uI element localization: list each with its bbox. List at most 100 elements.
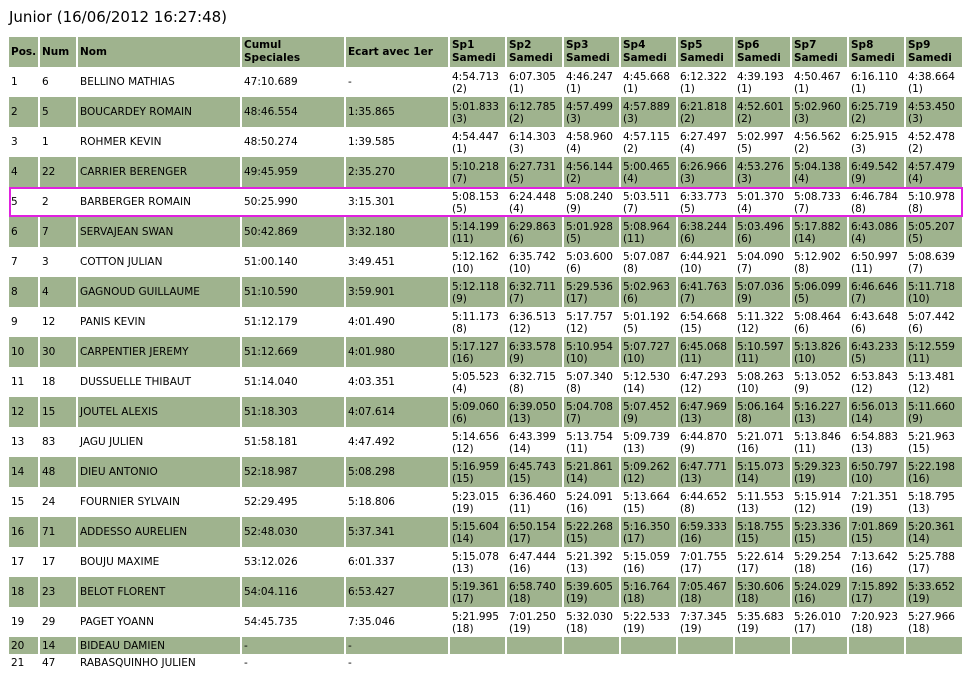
cell-sp9: 5:05.207 (5) <box>905 217 964 247</box>
stage-rank: (6) <box>737 232 752 245</box>
table-row: 12 15 JOUTEL ALEXIS 51:18.303 4:07.614 5:09.0… <box>9 397 964 427</box>
cell-sp9: 5:08.639 (7) <box>905 247 964 277</box>
stage-rank: (12) <box>566 322 588 335</box>
cell-sp9: 4:53.450 (3) <box>905 97 964 127</box>
stage-time: 4:56.562 <box>794 130 841 143</box>
stage-rank: (12) <box>452 442 474 455</box>
stage-time: 5:22.533 <box>623 610 670 623</box>
cell-sp9: 4:57.479 (4) <box>905 157 964 187</box>
stage-rank: (8) <box>509 382 524 395</box>
cell-nom: SERVAJEAN SWAN <box>77 217 242 247</box>
cell-ecart: 6:53.427 <box>345 577 450 607</box>
stage-time: 4:53.276 <box>737 160 784 173</box>
cell-cumul: 50:25.990 <box>241 187 346 217</box>
cell-sp9 <box>905 654 964 671</box>
cell-cumul: 47:10.689 <box>241 67 346 97</box>
stage-rank: (1) <box>680 82 695 95</box>
stage-time: 6:47.969 <box>680 400 727 413</box>
cell-pos: 21 <box>9 654 40 671</box>
cell-sp5 <box>677 637 735 654</box>
cell-sp4: 4:45.668 (1) <box>620 67 678 97</box>
cell-sp1: 5:09.060 (6) <box>449 397 507 427</box>
stage-rank: (1) <box>851 82 866 95</box>
cell-sp7: 5:16.227 (13) <box>791 397 849 427</box>
stage-rank: (5) <box>794 292 809 305</box>
stage-time: 5:18.795 <box>908 490 955 503</box>
header-sp4-day: Samedi <box>623 52 667 64</box>
stage-rank: (13) <box>851 442 873 455</box>
stage-rank: (4) <box>566 142 581 155</box>
stage-rank: (6) <box>566 262 581 275</box>
cell-ecart: 1:35.865 <box>345 97 450 127</box>
cell-sp2: 6:27.731 (5) <box>506 157 564 187</box>
stage-rank: (3) <box>566 112 581 125</box>
table-body: 1 6 BELLINO MATHIAS 47:10.689-4:54.713 (2) 6:… <box>9 67 964 671</box>
stage-rank: (3) <box>680 172 695 185</box>
stage-time: 5:12.162 <box>452 250 499 263</box>
cell-sp3 <box>563 637 621 654</box>
cell-num: 22 <box>39 157 78 187</box>
stage-time: 4:54.447 <box>452 130 499 143</box>
header-pos: Pos. <box>9 37 40 67</box>
stage-time: 5:07.036 <box>737 280 784 293</box>
cell-sp2: 6:29.863 (6) <box>506 217 564 247</box>
cell-sp1 <box>449 637 507 654</box>
cell-num: 2 <box>39 187 78 217</box>
cell-sp3: 4:56.144 (2) <box>563 157 621 187</box>
stage-rank: (3) <box>623 112 638 125</box>
stage-rank: (6) <box>452 412 467 425</box>
stage-rank: (13) <box>452 562 474 575</box>
cell-sp3: 5:17.757 (12) <box>563 307 621 337</box>
stage-time: 5:21.995 <box>452 610 499 623</box>
cell-cumul: - <box>241 637 346 654</box>
stage-time: 5:24.091 <box>566 490 613 503</box>
cell-sp6: 5:02.997 (5) <box>734 127 792 157</box>
header-sp5-day: Samedi <box>680 52 724 64</box>
stage-time: 6:47.771 <box>680 460 727 473</box>
cell-sp2: 6:36.460 (11) <box>506 487 564 517</box>
cell-pos: 10 <box>9 337 40 367</box>
stage-rank: (11) <box>851 262 873 275</box>
stage-time: 5:15.078 <box>452 550 499 563</box>
stage-rank: (7) <box>623 202 638 215</box>
stage-rank: (4) <box>680 142 695 155</box>
cell-sp7: 4:56.562 (2) <box>791 127 849 157</box>
cell-num: 18 <box>39 367 78 397</box>
stage-time: 4:53.450 <box>908 100 955 113</box>
cell-sp4: 5:03.511 (7) <box>620 187 678 217</box>
header-sp5: Sp5 Samedi <box>677 37 735 67</box>
stage-time: 6:44.921 <box>680 250 727 263</box>
stage-time: 6:27.497 <box>680 130 727 143</box>
stage-time: 5:16.959 <box>452 460 499 473</box>
stage-rank: (15) <box>737 532 759 545</box>
cell-pos: 11 <box>9 367 40 397</box>
cell-sp9: 4:38.664 (1) <box>905 67 964 97</box>
cell-sp8: 7:13.642 (16) <box>848 547 906 577</box>
cell-ecart: 4:01.490 <box>345 307 450 337</box>
stage-rank: (12) <box>908 382 930 395</box>
cell-num: 3 <box>39 247 78 277</box>
stage-rank: (15) <box>680 322 702 335</box>
cell-num: 23 <box>39 577 78 607</box>
cell-cumul: 52:18.987 <box>241 457 346 487</box>
stage-time: 6:43.648 <box>851 310 898 323</box>
stage-time: 5:15.059 <box>623 550 670 563</box>
table-row: 21 47 RABASQUINHO JULIEN - - <box>9 654 964 671</box>
cell-sp2: 6:24.448 (4) <box>506 187 564 217</box>
stage-time: 4:52.478 <box>908 130 955 143</box>
stage-rank: (6) <box>908 322 923 335</box>
stage-rank: (11) <box>794 442 816 455</box>
stage-rank: (19) <box>566 592 588 605</box>
stage-rank: (10) <box>452 262 474 275</box>
cell-ecart: 1:39.585 <box>345 127 450 157</box>
table-row: 14 48 DIEU ANTONIO 52:18.987 5:08.298 5:16.95… <box>9 457 964 487</box>
cell-sp3: 4:46.247 (1) <box>563 67 621 97</box>
stage-rank: (17) <box>794 622 816 635</box>
cell-num: 15 <box>39 397 78 427</box>
stage-time: 6:39.050 <box>509 400 556 413</box>
cell-sp5: 7:01.755 (17) <box>677 547 735 577</box>
stage-rank: (18) <box>509 592 531 605</box>
stage-time: 6:46.784 <box>851 190 898 203</box>
cell-nom: CARPENTIER JEREMY <box>77 337 242 367</box>
cell-sp3: 5:24.091 (16) <box>563 487 621 517</box>
